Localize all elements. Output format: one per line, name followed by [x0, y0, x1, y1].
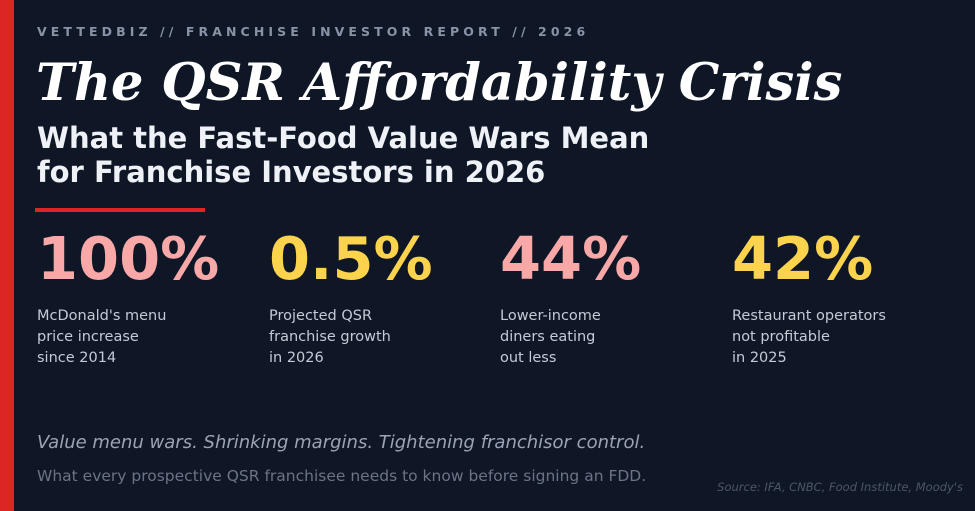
stat-label: McDonald's menu price increase since 201… — [37, 306, 247, 369]
stat-label-line: franchise growth — [269, 329, 391, 345]
stat-label: Projected QSR franchise growth in 2026 — [269, 306, 479, 369]
stat-label-line: not profitable — [732, 329, 830, 345]
stat-menu-price-increase: 100% McDonald's menu price increase sinc… — [37, 224, 247, 369]
page-subtitle: What the Fast-Food Value Wars Mean for F… — [37, 121, 797, 189]
stat-operators-not-profitable: 42% Restaurant operators not profitable … — [732, 224, 942, 369]
left-accent-bar — [0, 0, 14, 511]
footnote: What every prospective QSR franchisee ne… — [37, 467, 647, 485]
stat-label-line: out less — [500, 350, 557, 366]
stat-value: 100% — [37, 224, 220, 293]
stat-label-line: Projected QSR — [269, 308, 373, 324]
stat-value: 0.5% — [269, 224, 433, 293]
report-kicker: VETTEDBIZ // FRANCHISE INVESTOR REPORT /… — [37, 24, 590, 39]
stat-label: Lower-income diners eating out less — [500, 306, 710, 369]
stat-label-line: McDonald's menu — [37, 308, 167, 324]
stat-label-line: since 2014 — [37, 350, 117, 366]
title-divider — [35, 208, 205, 212]
stat-franchise-growth: 0.5% Projected QSR franchise growth in 2… — [269, 224, 479, 369]
tagline: Value menu wars. Shrinking margins. Tigh… — [37, 432, 646, 453]
page-title: The QSR Affordability Crisis — [36, 53, 843, 113]
subtitle-line-2: for Franchise Investors in 2026 — [37, 155, 546, 189]
stat-label: Restaurant operators not profitable in 2… — [732, 306, 942, 369]
stat-label-line: in 2026 — [269, 350, 324, 366]
stat-label-line: Lower-income — [500, 308, 601, 324]
stat-value: 44% — [500, 224, 642, 293]
stat-lower-income-diners: 44% Lower-income diners eating out less — [500, 224, 710, 369]
stat-label-line: diners eating — [500, 329, 596, 345]
stat-label-line: Restaurant operators — [732, 308, 886, 324]
stat-label-line: in 2025 — [732, 350, 787, 366]
stat-value: 42% — [732, 224, 874, 293]
stat-label-line: price increase — [37, 329, 139, 345]
source-credit: Source: IFA, CNBC, Food Institute, Moody… — [717, 480, 963, 494]
subtitle-line-1: What the Fast-Food Value Wars Mean — [37, 121, 650, 155]
